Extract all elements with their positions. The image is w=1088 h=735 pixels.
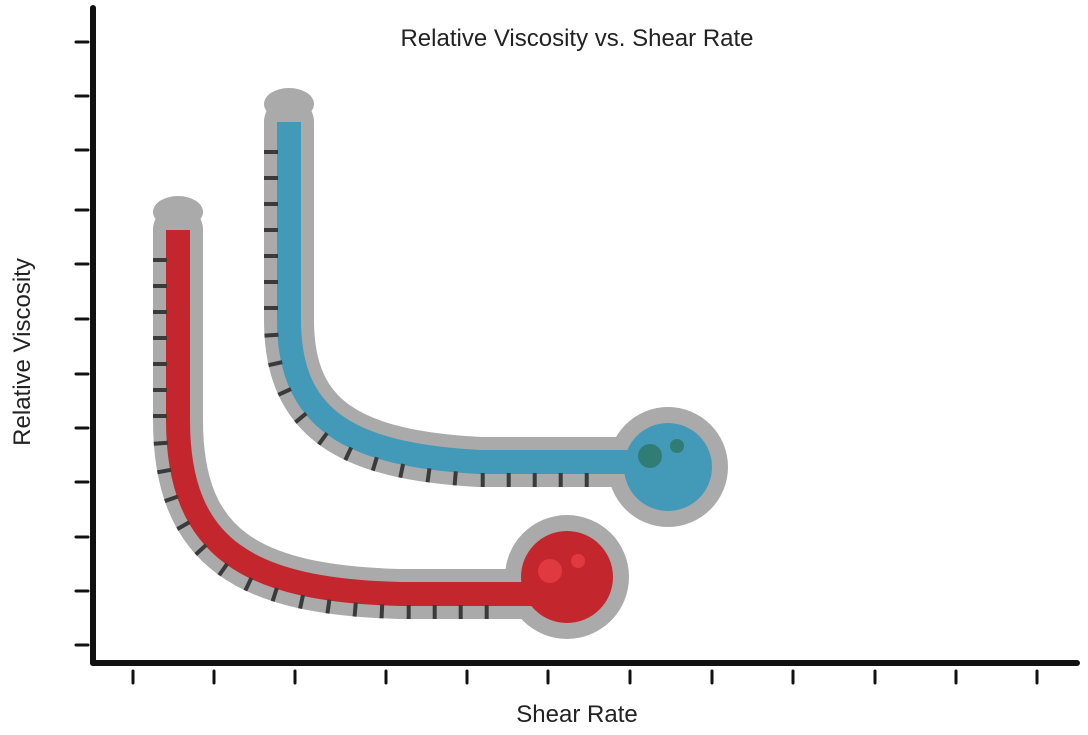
figure: Relative Viscosity vs. Shear Rate Shear … (0, 0, 1088, 735)
scale-dash (355, 603, 356, 617)
title: Relative Viscosity vs. Shear Rate (400, 25, 753, 52)
thermometers (153, 88, 728, 639)
tube-outline (289, 122, 660, 462)
scale-dash (400, 464, 403, 478)
bulb-highlight (638, 444, 662, 468)
scale-dash (154, 443, 168, 444)
bulb (624, 423, 712, 511)
page: Relative Viscosity vs. Shear Rate {"titl… (0, 0, 1088, 735)
x-axis-label: Shear Rate (516, 701, 637, 728)
bulb-highlight (670, 439, 684, 453)
body: Relative Viscosity vs. Shear Rate Shear … (0, 0, 1088, 735)
bulb (521, 531, 613, 623)
tube-cap (153, 196, 203, 228)
scale-dash (327, 600, 329, 614)
scale-dash (455, 471, 456, 485)
bulb-highlight (538, 559, 562, 583)
tube-cap (264, 88, 314, 120)
scale-dash (382, 604, 383, 618)
y-axis-label: Relative Viscosity (9, 258, 36, 446)
tube-outline (178, 230, 560, 594)
scale-dash (428, 468, 430, 482)
bulb-highlight (571, 554, 585, 568)
scale-dash (157, 470, 171, 473)
scale-dash (264, 335, 278, 336)
